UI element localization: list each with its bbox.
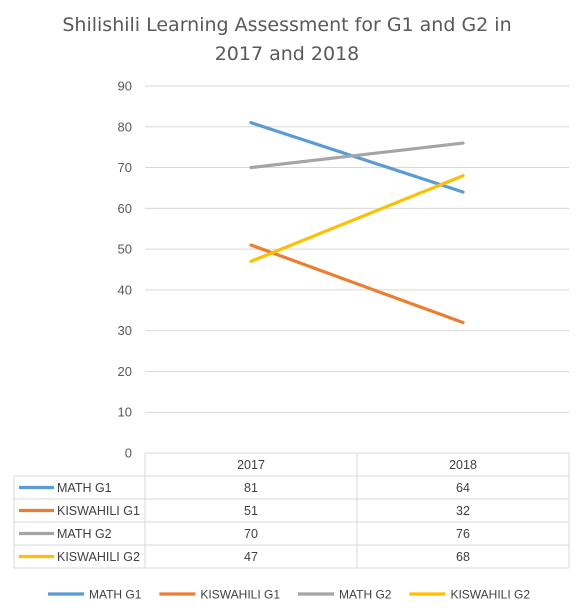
- gridlines: [145, 85, 569, 413]
- table-value: 68: [456, 550, 470, 564]
- table-series-name: KISWAHILI G2: [57, 550, 140, 564]
- y-tick-label: 50: [118, 242, 132, 257]
- table-value: 64: [456, 481, 470, 495]
- table-series-name: KISWAHILI G1: [57, 504, 140, 518]
- table-value: 70: [244, 527, 258, 541]
- legend-label: KISWAHILI G1: [200, 588, 280, 602]
- legend-item: MATH G1: [47, 588, 142, 602]
- table-series-name: MATH G1: [57, 481, 112, 495]
- chart-title-line-2: 2017 and 2018: [215, 43, 360, 65]
- data-table: 2017 2018 MATH G1 81 64 KISWAHILI G1 51 32 MATH …: [13, 452, 570, 569]
- table-value: 51: [244, 504, 258, 518]
- legend-label: KISWAHILI G2: [450, 588, 530, 602]
- series-line-1: [249, 121, 465, 194]
- y-tick-label: 90: [118, 79, 132, 94]
- series-lines: [249, 121, 465, 325]
- legend-item: KISWAHILI G1: [159, 588, 280, 602]
- y-tick-label: 80: [118, 119, 132, 134]
- legend-item: KISWAHILI G2: [409, 588, 530, 602]
- y-axis-ticks: 0 10 20 30 40 50 60 70 80 90: [118, 79, 132, 461]
- y-tick-label: 70: [118, 160, 132, 175]
- legend: MATH G1 KISWAHILI G1 MATH G2 KISWAHILI G2: [47, 588, 530, 602]
- table-value: 76: [456, 527, 470, 541]
- legend-label: MATH G2: [339, 588, 392, 602]
- legend-item: MATH G2: [298, 588, 392, 602]
- table-header-2017: 2017: [237, 458, 265, 472]
- y-tick-label: 20: [118, 364, 132, 379]
- table-series-name: MATH G2: [57, 527, 112, 541]
- y-tick-label: 40: [118, 282, 132, 297]
- y-tick-label: 0: [125, 446, 132, 461]
- y-tick-label: 60: [118, 201, 132, 216]
- series-line-4: [249, 174, 465, 263]
- y-tick-label: 30: [118, 323, 132, 338]
- y-tick-label: 10: [118, 405, 132, 420]
- series-line-3: [249, 141, 465, 170]
- series-line-2: [249, 243, 465, 325]
- table-value: 81: [244, 481, 258, 495]
- table-value: 47: [244, 550, 258, 564]
- chart-title-line-1: Shilishili Learning Assessment for G1 an…: [62, 14, 511, 36]
- table-header-2018: 2018: [449, 458, 477, 472]
- table-value: 32: [456, 504, 470, 518]
- legend-label: MATH G1: [89, 588, 142, 602]
